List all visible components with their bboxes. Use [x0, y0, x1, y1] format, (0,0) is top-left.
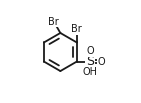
Text: O: O	[98, 57, 105, 67]
Text: O: O	[87, 46, 94, 56]
Text: Br: Br	[71, 24, 82, 34]
Text: Br: Br	[48, 17, 59, 27]
Text: S: S	[86, 55, 94, 68]
Text: OH: OH	[83, 67, 98, 77]
